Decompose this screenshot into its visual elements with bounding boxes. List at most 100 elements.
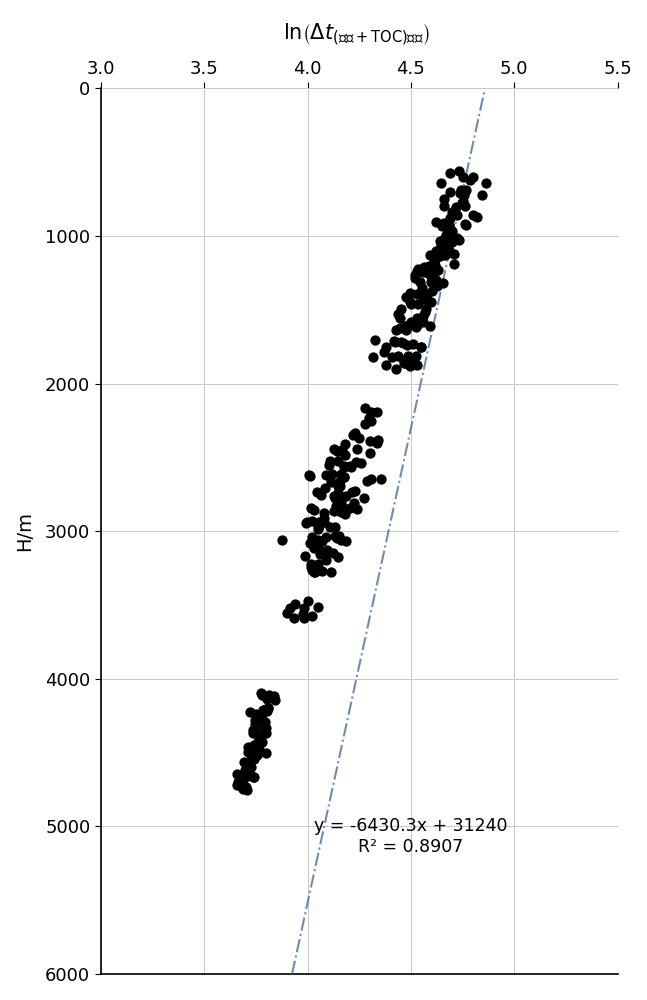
Point [329,488,339,504]
Point [445,230,455,246]
Point [325,453,335,469]
Point [238,781,248,797]
Text: $\ln\!\left(\Delta t_{\mathrm{(\text{水化}+TOC)\text{校正}}}\right)$: $\ln\!\left(\Delta t_{\mathrm{(\text{水化}… [283,22,429,48]
Point [398,335,408,351]
Point [306,500,316,516]
Point [455,185,466,201]
Point [254,741,264,757]
Point [444,217,454,233]
Point [440,217,450,233]
Point [261,701,271,717]
Point [248,747,259,763]
Point [436,239,446,255]
Point [256,714,267,730]
Point [258,687,269,703]
Point [401,318,411,334]
Point [349,425,360,441]
Point [307,608,317,624]
Point [393,306,403,322]
Point [333,485,344,501]
Point [334,473,345,489]
Point [252,747,262,763]
Point [249,716,259,732]
Point [430,272,441,288]
Point [333,443,344,459]
Point [333,478,343,494]
Point [366,471,377,487]
Point [372,404,382,420]
Point [329,441,340,457]
Point [333,487,344,503]
Point [336,495,347,511]
Point [311,533,322,549]
Point [233,774,243,790]
Point [247,740,258,756]
Point [262,703,272,719]
Point [239,770,249,786]
Point [320,544,331,560]
Point [460,198,470,214]
Point [309,564,319,580]
Point [259,725,269,741]
Point [447,204,457,220]
Point [257,734,267,750]
Point [301,515,311,531]
Point [263,700,273,716]
Point [325,519,335,535]
Point [330,490,340,506]
Point [313,484,323,500]
Point [241,757,252,773]
Point [365,433,375,449]
Point [427,283,437,299]
Point [345,500,355,516]
Point [344,458,355,474]
Point [446,234,457,250]
Point [298,606,308,622]
Point [250,744,261,760]
Point [242,782,252,798]
Point [232,766,243,782]
Point [299,610,309,626]
Point [253,727,263,743]
Point [333,549,343,565]
Text: y = -6430.3x + 31240
R² = 0.8907: y = -6430.3x + 31240 R² = 0.8907 [314,817,508,856]
Point [243,739,253,755]
Point [333,443,343,459]
Point [432,244,443,260]
Point [263,700,273,716]
Point [419,263,430,279]
Point [461,217,472,233]
Point [405,285,415,301]
Point [321,544,331,560]
Point [402,337,412,353]
Point [259,714,270,730]
Point [303,593,313,609]
Point [430,252,440,268]
Point [309,502,319,518]
Point [418,308,428,324]
Point [316,487,327,503]
Point [330,528,340,544]
Point [400,289,411,305]
Point [437,275,448,291]
Point [324,457,334,473]
Point [338,469,349,485]
Point [307,529,317,545]
Point [256,708,266,724]
Point [250,742,261,758]
Point [399,353,409,369]
Point [349,495,359,511]
Point [437,218,448,234]
Point [441,227,451,243]
Point [300,548,310,564]
Point [455,182,466,198]
Point [351,501,362,517]
Point [424,259,435,275]
Point [354,430,364,446]
Point [319,505,329,521]
Point [432,274,443,290]
Point [305,556,316,572]
Point [456,195,466,211]
Point [262,691,272,707]
Point [252,707,262,723]
